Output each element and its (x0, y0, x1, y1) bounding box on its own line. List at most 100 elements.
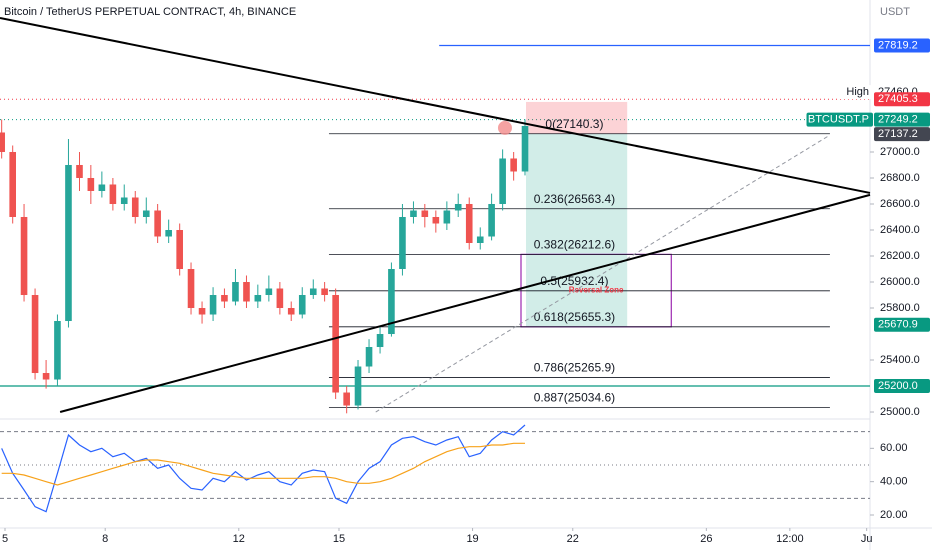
x-tick-label: 15 (333, 533, 345, 545)
candle-body (154, 210, 161, 237)
y-tick-label: 26600.0 (880, 198, 920, 210)
candle-body (410, 210, 417, 217)
candle-body (276, 288, 284, 309)
fib-label: 0(27140.3) (545, 117, 603, 131)
price-label-box (874, 38, 930, 53)
price-label-box (874, 379, 930, 394)
candle-body (142, 210, 150, 217)
reversal-zone-label: Reversal Zone (569, 286, 624, 295)
price-tag: BTCUSDT.P (808, 113, 869, 125)
candle-body (198, 308, 206, 315)
candle-body (432, 216, 440, 224)
currency: USDT (880, 6, 910, 18)
candle-body (243, 282, 250, 302)
candle-body (98, 184, 106, 191)
rsi-line (1, 442, 526, 486)
candle-body (165, 229, 172, 237)
candle-body (265, 288, 273, 296)
y-tick-label: 25000.0 (880, 406, 920, 418)
candle-body (287, 308, 295, 315)
candle-body (221, 295, 228, 302)
price-label: 27137.2 (878, 128, 918, 140)
projection-line (375, 134, 831, 413)
rsi-y-tick-label: 60.00 (880, 442, 908, 454)
candle-body (354, 366, 362, 406)
candle-body (454, 203, 462, 211)
candle-body (109, 184, 117, 204)
rsi-line (1, 424, 526, 513)
candle-body (76, 164, 83, 178)
price-tag-box (839, 85, 873, 100)
fib-label: 0.382(26212.6) (534, 238, 615, 252)
marker (497, 120, 512, 135)
chart-title: Bitcoin / TetherUS PERPETUAL CONTRACT, 4… (4, 6, 296, 18)
y-tick-label: 25800.0 (880, 302, 920, 314)
candle-body (176, 229, 183, 270)
candle-body (521, 125, 529, 172)
candle-body (65, 164, 72, 322)
x-tick-label: 22 (567, 533, 579, 545)
candle-body (476, 236, 484, 243)
fib-label: 0.618(25655.3) (534, 310, 615, 324)
candle-body (298, 295, 306, 315)
price-label-box (874, 127, 930, 142)
trendline (0, 16, 871, 194)
candle-body (388, 269, 395, 335)
rsi-y-tick-label: 40.00 (880, 476, 908, 488)
candle-body (332, 295, 339, 393)
price-tag: High (846, 86, 869, 98)
candle-body (309, 288, 317, 296)
price-label: 25200.0 (878, 380, 918, 392)
price-label-box (874, 112, 930, 127)
x-tick-label: Ju (861, 533, 873, 545)
candle-body (232, 282, 239, 302)
x-tick-label: 26 (700, 533, 712, 545)
candle-body (54, 321, 61, 380)
x-tick-label: 12:00 (776, 533, 804, 545)
fib-label: 0.236(26563.4) (534, 192, 615, 206)
y-tick-label: 25400.0 (880, 354, 920, 366)
y-tick-label: 26800.0 (880, 172, 920, 184)
x-tick-label: 8 (102, 533, 108, 545)
y-tick-label: 26000.0 (880, 276, 920, 288)
candle-body (187, 269, 195, 309)
candle-body (510, 158, 517, 172)
fib-label: 0.887(25034.6) (534, 391, 615, 405)
x-tick-label: 19 (466, 533, 478, 545)
y-tick-label: 26400.0 (880, 224, 920, 236)
candle-body (421, 210, 429, 217)
y-tick-label: 26200.0 (880, 250, 920, 262)
y-tick-label: 27000.0 (880, 146, 920, 158)
price-label: 25670.9 (878, 319, 918, 331)
candle-body (499, 158, 506, 204)
candle-body (120, 197, 128, 204)
price-label-box (874, 92, 930, 107)
candle-body (443, 210, 451, 224)
candle-body (131, 197, 139, 217)
price-label-box (874, 317, 930, 332)
candle-body (42, 373, 50, 380)
target-zone (526, 133, 628, 327)
candle-body (20, 216, 28, 296)
rsi-y-tick-label: 20.00 (880, 509, 908, 521)
candle-body (465, 203, 473, 243)
candle-body (209, 295, 217, 315)
candle-body (399, 216, 406, 270)
candle-body (254, 295, 262, 302)
candle-body (488, 203, 495, 237)
candle-body (376, 334, 384, 348)
x-tick-label: 5 (2, 533, 8, 545)
candle-body (321, 288, 328, 296)
price-label: 27819.2 (878, 39, 918, 51)
price-label: 27405.3 (878, 93, 918, 105)
candle-body (9, 151, 16, 217)
price-label: 27249.2 (878, 113, 918, 125)
price-tag-box (806, 112, 873, 127)
fib-label: 0.5(25932.4) (540, 274, 608, 288)
fib-label: 0.786(25265.9) (534, 361, 615, 375)
candle-body (365, 347, 373, 367)
candle-body (87, 177, 95, 191)
stop-zone (526, 101, 628, 134)
